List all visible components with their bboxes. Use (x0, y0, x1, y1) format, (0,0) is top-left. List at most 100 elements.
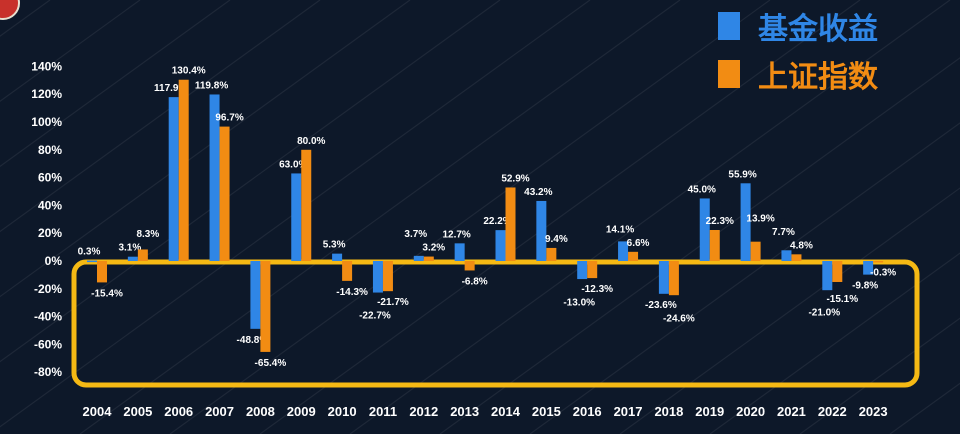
background-stripe (0, 0, 321, 233)
bar-index-2016 (587, 261, 598, 279)
y-tick-label: -60% (34, 337, 62, 351)
data-label-fund-2004: 0.3% (78, 247, 101, 258)
data-label-index-2013: -6.8% (462, 276, 488, 287)
x-tick-label: 2022 (818, 404, 847, 419)
bar-fund-2007 (209, 94, 220, 261)
data-label-index-2021: 4.8% (790, 240, 813, 251)
bar-index-2013 (464, 261, 475, 271)
background-stripe (709, 252, 960, 434)
data-label-index-2009: 80.0% (297, 136, 325, 147)
background-stripe (79, 0, 681, 434)
data-label-fund-2009: 63.0% (279, 159, 307, 170)
bar-index-2012 (423, 256, 434, 261)
x-tick-label: 2012 (409, 404, 438, 419)
y-tick-label: 120% (31, 87, 62, 101)
background-stripe (349, 0, 951, 434)
bar-fund-2006 (168, 97, 179, 261)
bar-index-2010 (342, 261, 353, 281)
x-tick-label: 2006 (164, 404, 193, 419)
legend-item-index: 上证指数 (718, 52, 878, 96)
bar-index-2020 (750, 241, 761, 261)
bar-index-2009 (301, 149, 312, 261)
bar-index-2007 (219, 126, 230, 261)
data-label-fund-2005: 3.1% (118, 243, 141, 254)
x-tick-label: 2011 (369, 404, 397, 419)
bar-fund-2020 (740, 183, 751, 261)
bar-fund-2012 (413, 255, 424, 261)
data-label-index-2017: 6.6% (627, 238, 650, 249)
data-label-fund-2015: 43.2% (524, 187, 552, 198)
bar-fund-2014 (495, 230, 506, 261)
y-tick-label: 140% (31, 59, 62, 73)
bar-fund-2004 (87, 260, 97, 263)
data-label-fund-2012: 3.7% (404, 229, 427, 240)
bar-fund-2019 (699, 198, 710, 261)
background-stripe (619, 187, 960, 434)
data-label-index-2007: 96.7% (215, 113, 243, 124)
x-tick-label: 2019 (695, 404, 724, 419)
y-tick-label: 80% (38, 143, 62, 157)
data-label-index-2010: -14.3% (336, 287, 368, 298)
bar-fund-2018 (658, 261, 669, 294)
data-label-index-2008: -65.4% (255, 358, 287, 369)
x-tick-label: 2023 (859, 404, 888, 419)
data-label-index-2011: -21.7% (377, 297, 409, 308)
legend-label-index: 上证指数 (758, 61, 878, 94)
legend-swatch-index (718, 60, 740, 88)
bar-fund-2021 (781, 250, 792, 261)
background-stripe (0, 0, 141, 103)
bar-index-2004 (97, 261, 107, 283)
x-tick-label: 2021 (777, 404, 806, 419)
y-tick-label: 0% (45, 254, 63, 268)
bar-fund-2005 (127, 256, 138, 261)
x-tick-label: 2010 (328, 404, 357, 419)
bar-index-2023 (873, 261, 884, 263)
negative-region-highlight (71, 259, 920, 388)
data-label-index-2018: -24.6% (663, 313, 695, 324)
data-label-fund-2007: 119.8% (195, 80, 228, 91)
bar-index-2019 (709, 230, 720, 261)
bar-fund-2008 (250, 261, 261, 329)
x-tick-label: 2016 (573, 404, 602, 419)
legend-swatch-fund (718, 12, 740, 40)
y-tick-label: -20% (34, 282, 62, 296)
bar-index-2018 (668, 261, 679, 296)
data-label-fund-2023: -9.8% (852, 281, 878, 292)
background-stripe (0, 0, 501, 363)
data-label-index-2004: -15.4% (91, 288, 123, 299)
bar-fund-2010 (332, 253, 343, 261)
data-label-index-2014: 52.9% (501, 173, 529, 184)
data-label-fund-2014: 22.2% (483, 216, 511, 227)
background-stripe (0, 0, 591, 428)
data-label-fund-2018: -23.6% (645, 300, 677, 311)
y-tick-label: 40% (38, 198, 62, 212)
bar-fund-2015 (536, 200, 547, 261)
data-label-fund-2019: 45.0% (688, 184, 716, 195)
data-label-fund-2006: 117.9% (154, 83, 187, 94)
bar-index-2017 (628, 251, 639, 261)
x-tick-label: 2020 (736, 404, 765, 419)
background-stripe (259, 0, 861, 434)
bar-fund-2013 (454, 243, 465, 261)
data-label-index-2006: 130.4% (172, 66, 206, 77)
x-tick-label: 2007 (205, 404, 234, 419)
bar-fund-2017 (618, 241, 629, 261)
x-tick-label: 2017 (614, 404, 643, 419)
data-label-index-2012: 3.2% (422, 243, 445, 254)
data-label-index-2022: -15.1% (826, 294, 858, 305)
data-label-fund-2008: -48.8% (237, 335, 269, 346)
bar-index-2021 (791, 254, 802, 261)
data-label-fund-2021: 7.7% (772, 227, 795, 238)
x-tick-label: 2018 (654, 404, 683, 419)
background-stripe (529, 122, 960, 434)
bar-index-2022 (832, 261, 843, 282)
y-tick-label: -40% (34, 310, 62, 324)
background-stripe (0, 0, 411, 298)
data-label-index-2023: -0.3% (870, 267, 896, 278)
bar-index-2011 (382, 261, 393, 292)
bar-fund-2016 (577, 261, 588, 280)
x-tick-label: 2004 (83, 404, 113, 419)
data-label-fund-2016: -13.0% (563, 298, 595, 309)
